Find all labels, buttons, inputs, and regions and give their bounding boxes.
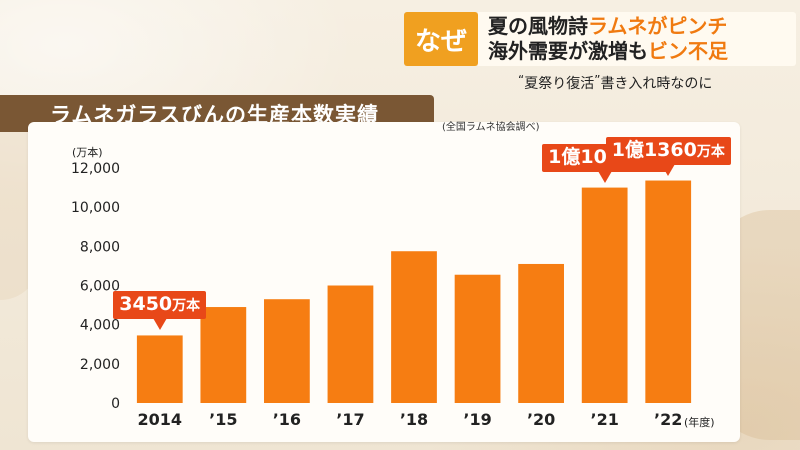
subheadline: “夏祭り復活”書き入れ時なのに	[518, 73, 712, 93]
x-tick-label: ’19	[463, 410, 491, 429]
headline-line-1-b: ラムネがピンチ	[588, 14, 728, 38]
x-tick-label: ’17	[336, 410, 364, 429]
headline-line-1-a: 夏の風物詩	[488, 14, 588, 38]
value-callout: 3450万本	[113, 291, 207, 331]
x-tick-label: ’15	[209, 410, 237, 429]
callout-unit: 万本	[696, 143, 725, 160]
headline-line-2: 海外需要が激増もビン不足	[488, 39, 786, 64]
y-tick-label: 6,000	[80, 279, 120, 295]
x-tick-label: 2014	[138, 410, 183, 429]
y-tick-label: 0	[111, 396, 120, 412]
bar-8	[645, 180, 692, 403]
naze-label: なぜ	[404, 12, 478, 66]
naze-text: なぜ	[414, 26, 467, 57]
y-tick-label: 4,000	[80, 318, 120, 334]
bar-6	[518, 263, 564, 403]
callout-unit: 万本	[172, 298, 201, 315]
y-tick-label: 8,000	[80, 239, 120, 255]
headline-box: 夏の風物詩ラムネがピンチ 海外需要が激増もビン不足	[478, 12, 796, 66]
x-tick-label: ’22	[654, 410, 682, 429]
bar-7	[581, 187, 628, 403]
quote-close: ”	[594, 73, 601, 87]
headline-line-2-b: ビン不足	[648, 39, 728, 63]
headline-line-2-a: 海外需要が激増も	[488, 39, 648, 63]
value-callout: 1億1360万本	[605, 136, 731, 176]
y-tick-label: 12,000	[71, 161, 120, 177]
y-tick-label: 10,000	[71, 200, 120, 216]
quote-open: “	[518, 73, 525, 87]
bar-3	[327, 285, 374, 403]
x-tick-label: ’16	[273, 410, 301, 429]
x-axis-unit-label: (年度)	[684, 415, 715, 429]
subheadline-quote: 夏祭り復活	[524, 76, 595, 92]
bar-1	[200, 307, 247, 403]
bar-2	[264, 299, 310, 403]
callout-number: 1億1360	[611, 138, 697, 161]
headline-line-1: 夏の風物詩ラムネがピンチ	[488, 14, 786, 39]
y-tick-label: 2,000	[80, 357, 120, 373]
bar-4	[391, 251, 437, 403]
chart-source: (全国ラムネ協会調べ)	[442, 122, 540, 133]
bar-5	[454, 274, 501, 403]
x-tick-label: ’18	[400, 410, 428, 429]
bar-0	[136, 335, 183, 403]
y-axis-unit-label: (万本)	[72, 145, 103, 159]
subheadline-rest: 書き入れ時なのに	[600, 76, 713, 92]
x-tick-label: ’21	[590, 410, 618, 429]
callout-number: 3450	[119, 293, 173, 316]
x-tick-label: ’20	[527, 410, 555, 429]
